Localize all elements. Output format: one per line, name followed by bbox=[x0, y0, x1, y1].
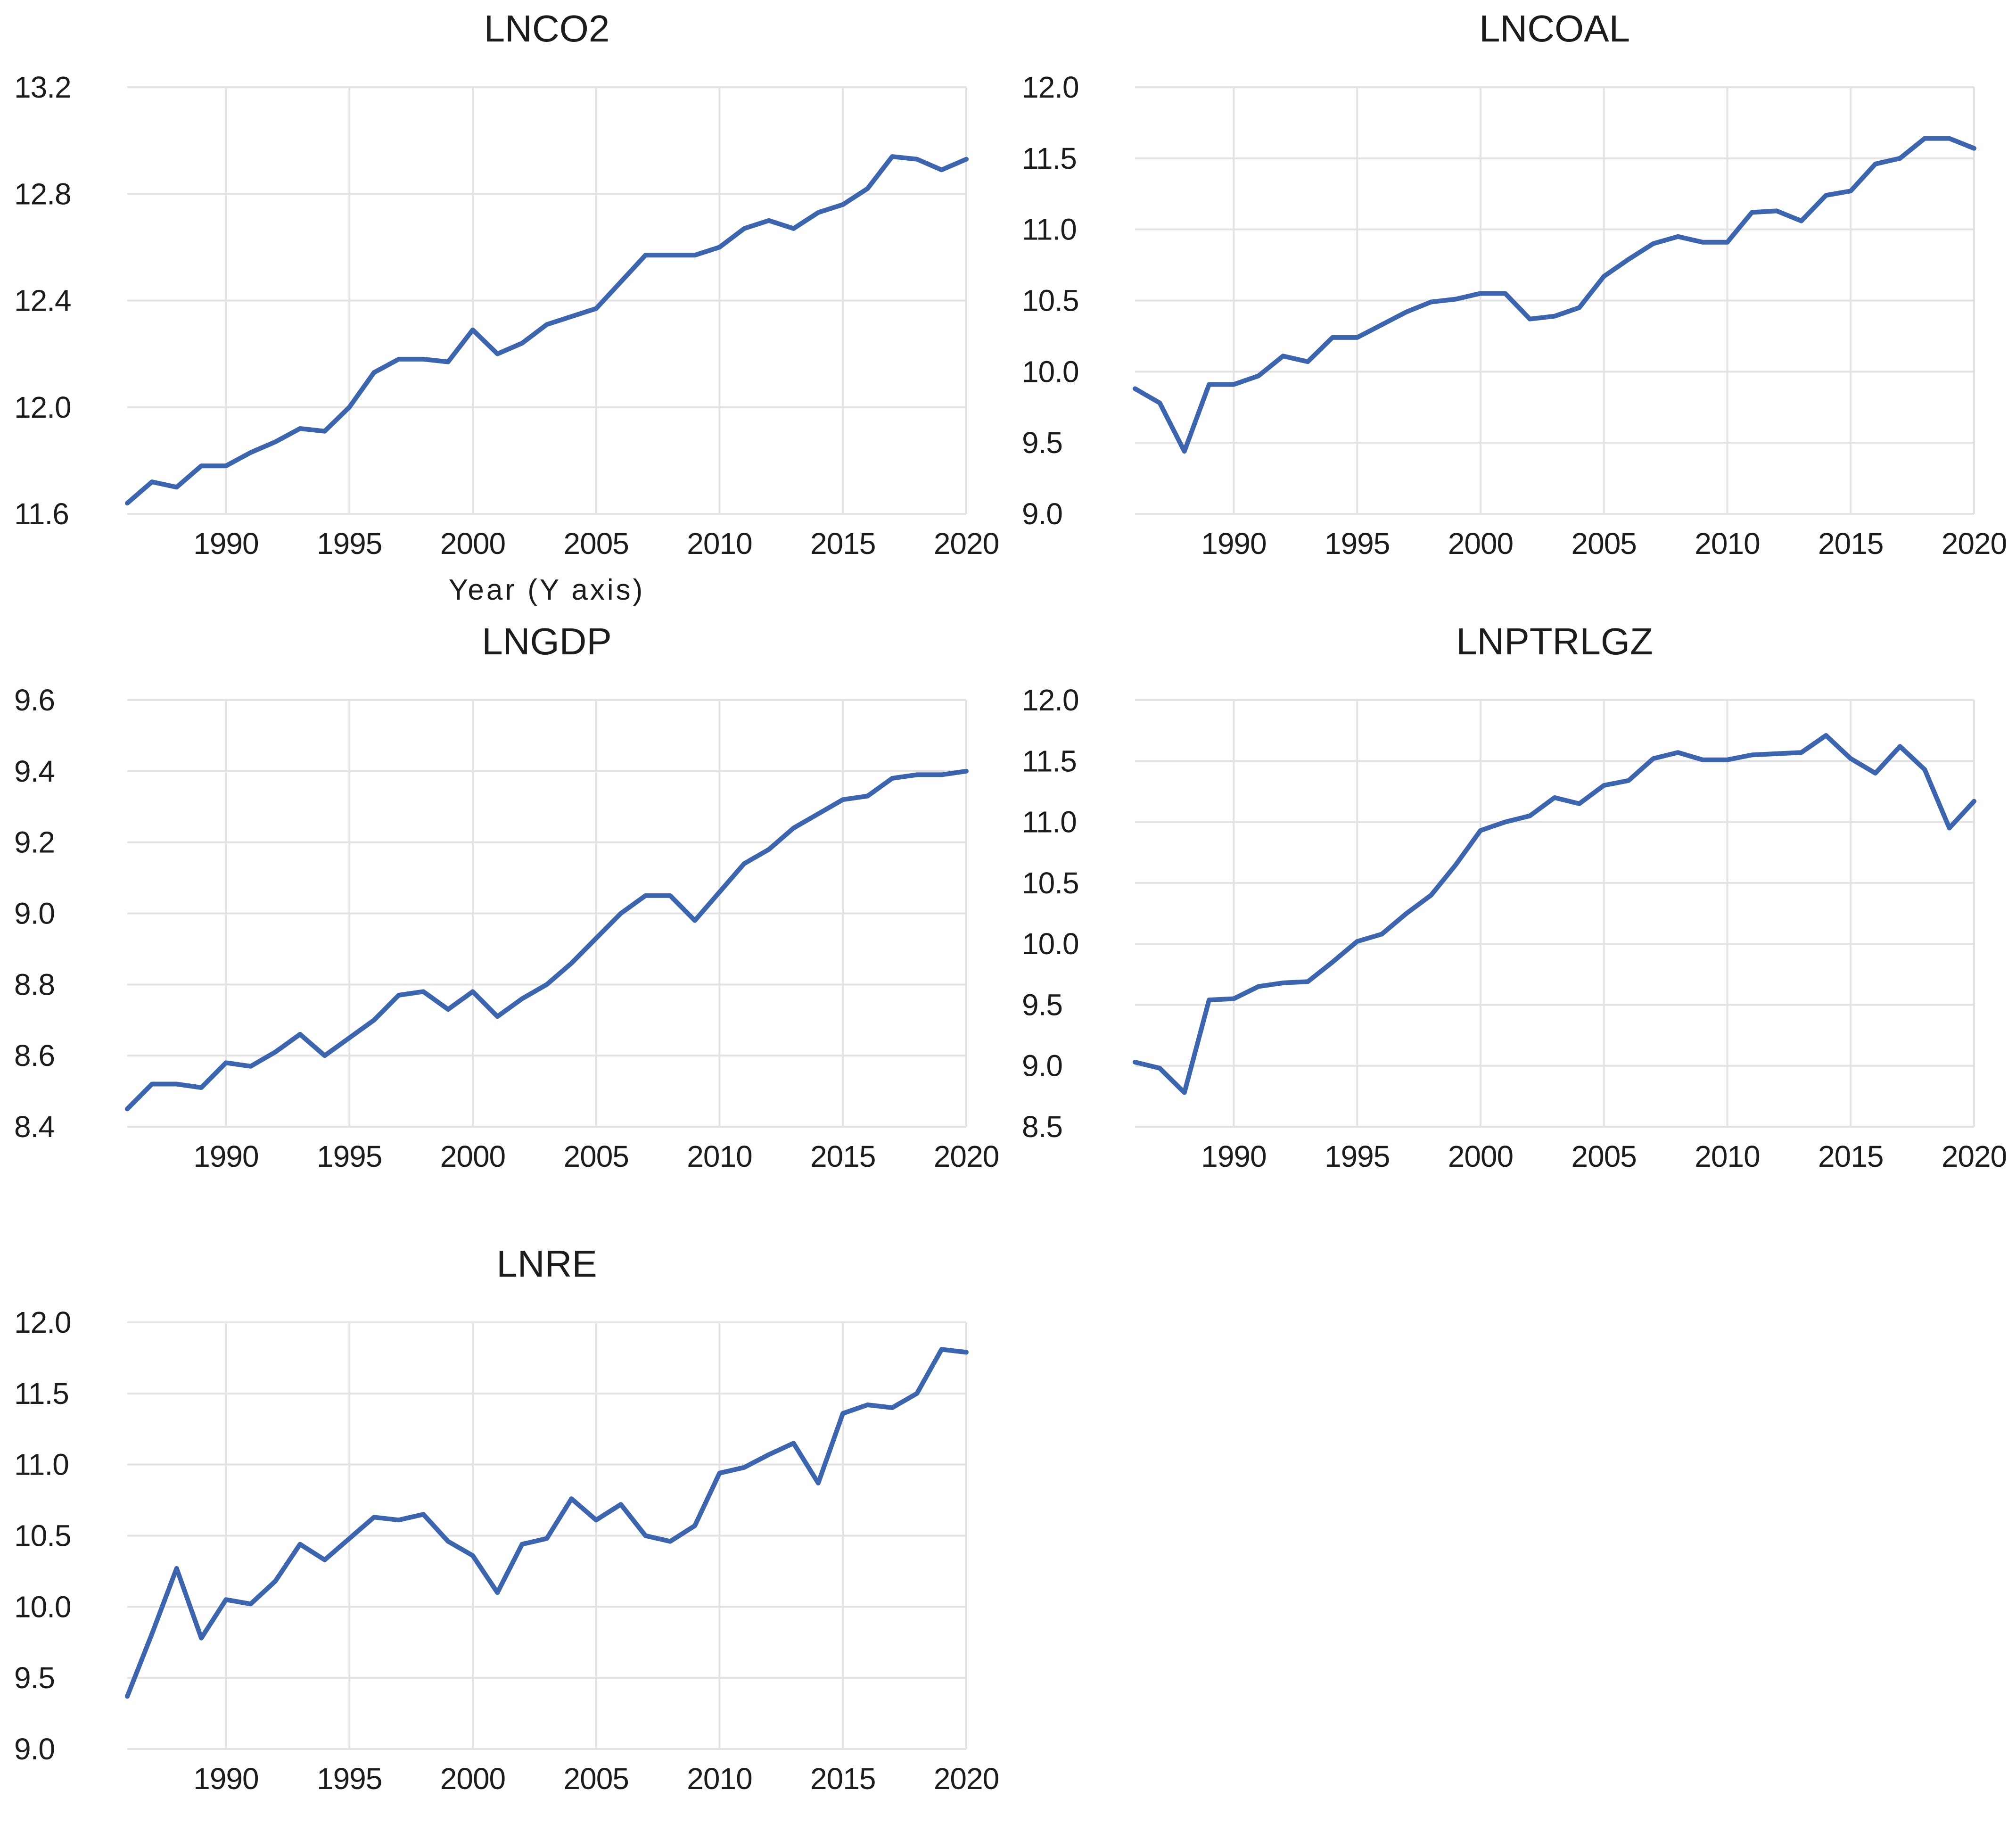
y-axis-tick-label: 11.0 bbox=[14, 1448, 69, 1482]
x-axis-tick-label: 2005 bbox=[564, 1139, 629, 1173]
x-axis-tick-label: 1990 bbox=[193, 527, 258, 561]
x-axis-tick-label: 2000 bbox=[1448, 527, 1513, 561]
x-axis-tick-label: 2015 bbox=[1818, 1139, 1883, 1173]
x-axis-tick-label: 1990 bbox=[193, 1762, 258, 1796]
y-axis-tick-label: 9.2 bbox=[14, 825, 55, 859]
x-axis-tick-label: 2005 bbox=[1572, 527, 1637, 561]
chart-lncoal: 12.0 11.5 11.0 10.5 10.0 9.5 9.0 1990 1995 2000 20… bbox=[1008, 0, 2016, 613]
x-axis-tick-label: 1995 bbox=[1325, 527, 1390, 561]
y-axis-tick-label: 12.8 bbox=[14, 177, 71, 211]
y-axis-tick-label: 11.0 bbox=[1022, 213, 1077, 247]
y-axis-tick-label: 12.0 bbox=[1022, 70, 1079, 104]
x-axis-tick-label: 2005 bbox=[1572, 1139, 1637, 1173]
y-axis-tick-label: 11.6 bbox=[14, 497, 69, 531]
lncoal-series-line bbox=[1133, 136, 1976, 454]
lncoal-chart-svg: 12.0 11.5 11.0 10.5 10.0 9.5 9.0 1990 1995 2000 20… bbox=[1022, 8, 2007, 561]
y-axis-tick-label: 10.0 bbox=[14, 1590, 71, 1624]
y-axis-tick-label: 10.5 bbox=[1022, 284, 1079, 318]
y-axis-tick-label: 9.6 bbox=[14, 683, 55, 717]
y-axis-tick-label: 8.8 bbox=[14, 967, 55, 1001]
x-axis-tick-label: 1990 bbox=[193, 1139, 258, 1173]
x-axis-tick-label: 2010 bbox=[687, 1762, 752, 1796]
y-axis-tick-label: 8.4 bbox=[14, 1110, 55, 1144]
chart-lnre: 12.0 11.5 11.0 10.5 10.0 9.5 9.0 1990 1995 2000 20… bbox=[0, 1235, 1008, 1843]
y-axis-tick-label: 12.0 bbox=[1022, 683, 1079, 717]
x-axis-tick-label: 2000 bbox=[440, 1139, 505, 1173]
chart-lngdp: 9.6 9.4 9.2 9.0 8.8 8.6 8.4 1990 1995 2000 2005 201… bbox=[0, 613, 1008, 1235]
chart-title: LNPTRLGZ bbox=[1456, 620, 1653, 662]
x-axis-tick-label: 2000 bbox=[1448, 1139, 1513, 1173]
y-axis-tick-label: 8.5 bbox=[1022, 1110, 1062, 1144]
y-axis-tick-label: 9.0 bbox=[1022, 497, 1062, 531]
chart-lnco2: 13.2 12.8 12.4 12.0 11.6 1990 1995 2000 2005 2010… bbox=[0, 0, 1008, 613]
lnptrlgz-chart-svg: 12.0 11.5 11.0 10.5 10.0 9.5 9.0 8.5 1990 1995 200… bbox=[1022, 620, 2007, 1173]
x-axis-tick-label: 2015 bbox=[810, 527, 875, 561]
y-axis-tick-label: 12.0 bbox=[14, 1305, 71, 1339]
chart-title: LNCO2 bbox=[484, 8, 610, 50]
y-axis-tick-label: 8.6 bbox=[14, 1039, 55, 1072]
y-axis-tick-label: 10.0 bbox=[1022, 927, 1079, 961]
x-axis-tick-label: 2020 bbox=[1942, 1139, 2007, 1173]
x-axis-tick-label: 1995 bbox=[317, 1139, 382, 1173]
chart-title: LNCOAL bbox=[1479, 8, 1630, 50]
x-axis-tick-label: 2020 bbox=[934, 1139, 999, 1173]
x-axis-tick-label: 2005 bbox=[564, 527, 629, 561]
y-axis-tick-label: 9.4 bbox=[14, 754, 55, 788]
y-axis-tick-label: 12.0 bbox=[14, 390, 71, 424]
x-axis-tick-label: 2020 bbox=[1942, 527, 2007, 561]
lngdp-series-line bbox=[125, 768, 969, 1112]
chart-title: LNGDP bbox=[482, 620, 612, 662]
x-axis-tick-label: 1990 bbox=[1201, 527, 1266, 561]
lnre-chart-svg: 12.0 11.5 11.0 10.5 10.0 9.5 9.0 1990 1995 2000 20… bbox=[14, 1243, 999, 1796]
y-axis-tick-label: 12.4 bbox=[14, 284, 71, 318]
x-axis-tick-label: 2010 bbox=[1695, 527, 1760, 561]
x-axis-tick-label: 1995 bbox=[1325, 1139, 1390, 1173]
x-axis-tick-label: 2010 bbox=[687, 527, 752, 561]
y-axis-tick-label: 9.0 bbox=[1022, 1049, 1062, 1083]
chart-title: LNRE bbox=[496, 1243, 597, 1285]
y-axis-tick-label: 9.5 bbox=[1022, 426, 1062, 460]
x-axis-tick-label: 2000 bbox=[440, 1762, 505, 1796]
empty-cell bbox=[1008, 1235, 2016, 1843]
y-axis-tick-label: 9.5 bbox=[14, 1661, 55, 1695]
x-axis-tick-label: 2005 bbox=[564, 1762, 629, 1796]
y-axis-tick-label: 10.5 bbox=[14, 1519, 71, 1553]
x-axis-tick-label: 2000 bbox=[440, 527, 505, 561]
x-axis-tick-label: 2020 bbox=[934, 527, 999, 561]
x-axis-tick-label: 2010 bbox=[1695, 1139, 1760, 1173]
lnco2-chart-svg: 13.2 12.8 12.4 12.0 11.6 1990 1995 2000 2005 2010… bbox=[14, 8, 999, 606]
x-axis-tick-label: 1995 bbox=[317, 1762, 382, 1796]
y-axis-tick-label: 10.0 bbox=[1022, 355, 1079, 388]
lnco2-series-line bbox=[125, 154, 969, 506]
y-axis-tick-label: 10.5 bbox=[1022, 866, 1079, 900]
x-axis-title: Year (Y axis) bbox=[449, 574, 645, 606]
y-axis-tick-label: 11.5 bbox=[1022, 744, 1077, 778]
x-axis-tick-label: 2015 bbox=[1818, 527, 1883, 561]
y-axis-tick-label: 9.0 bbox=[14, 897, 55, 931]
x-axis-tick-label: 2020 bbox=[934, 1762, 999, 1796]
x-axis-tick-label: 1995 bbox=[317, 527, 382, 561]
y-axis-tick-label: 13.2 bbox=[14, 70, 71, 104]
y-axis-tick-label: 9.0 bbox=[14, 1732, 55, 1766]
y-axis-tick-label: 11.5 bbox=[1022, 141, 1077, 175]
lnre-series-line bbox=[125, 1347, 969, 1699]
x-axis-tick-label: 2015 bbox=[810, 1762, 875, 1796]
chart-lnptrlgz: 12.0 11.5 11.0 10.5 10.0 9.5 9.0 8.5 1990 1995 200… bbox=[1008, 613, 2016, 1235]
x-axis-tick-label: 2015 bbox=[810, 1139, 875, 1173]
y-axis-tick-label: 11.5 bbox=[14, 1377, 69, 1411]
x-axis-tick-label: 1990 bbox=[1201, 1139, 1266, 1173]
y-axis-tick-label: 9.5 bbox=[1022, 988, 1062, 1022]
lngdp-chart-svg: 9.6 9.4 9.2 9.0 8.8 8.6 8.4 1990 1995 2000 2005 201… bbox=[14, 620, 999, 1173]
x-axis-tick-label: 2010 bbox=[687, 1139, 752, 1173]
lnptrlgz-series-line bbox=[1133, 733, 1976, 1095]
y-axis-tick-label: 11.0 bbox=[1022, 805, 1077, 839]
